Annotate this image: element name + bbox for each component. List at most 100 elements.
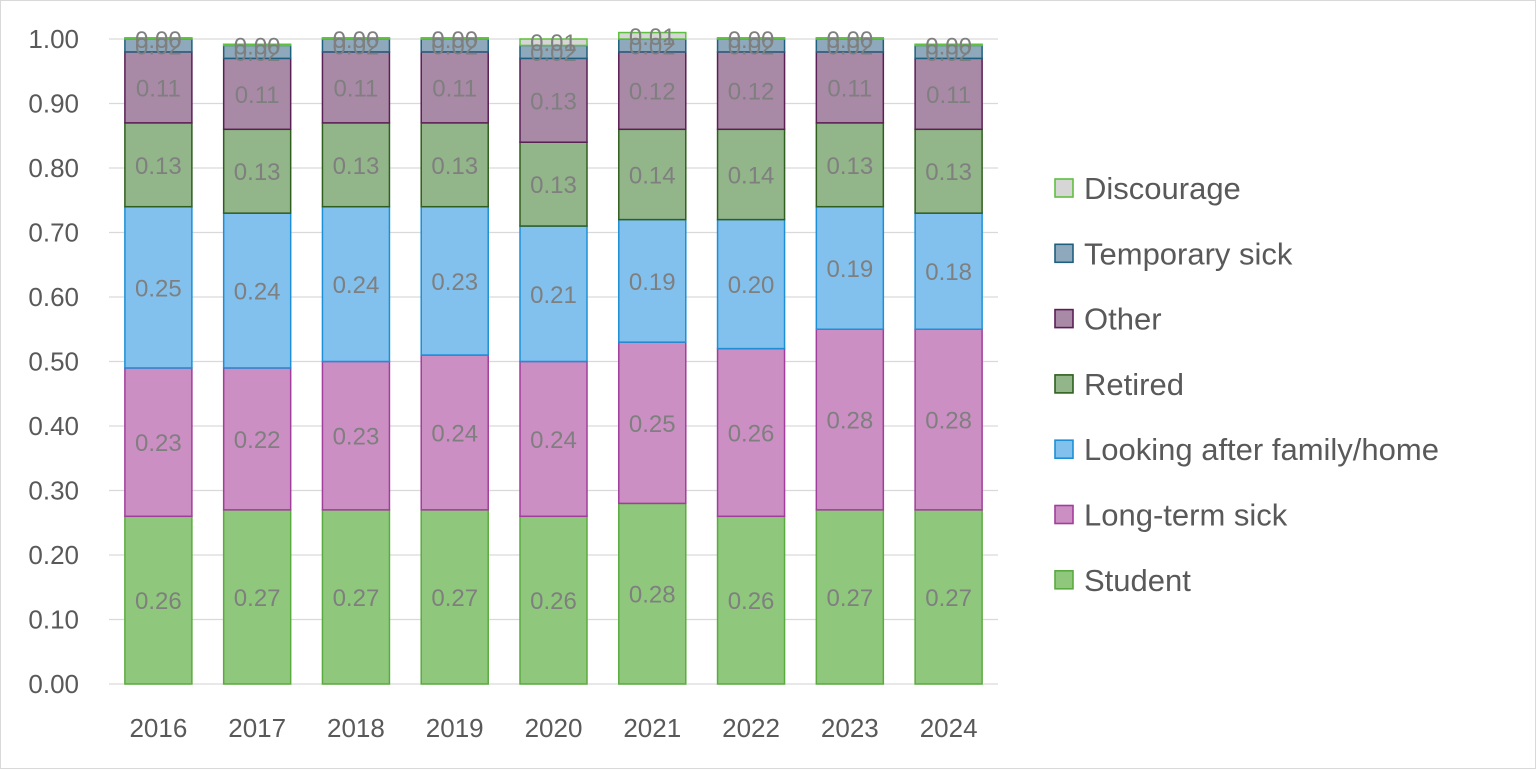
data-label: 0.11: [235, 82, 280, 109]
data-labels: 0.260.230.250.130.110.020.000.270.220.24…: [135, 24, 972, 615]
data-label: 0.27: [234, 585, 281, 612]
data-label: 0.18: [925, 259, 972, 286]
bar-segment: [124, 205, 193, 369]
data-label: 0.12: [728, 79, 775, 106]
data-label: 0.19: [629, 269, 676, 296]
data-label: 0.26: [135, 588, 182, 615]
y-tick-label: 0.80: [28, 153, 79, 183]
y-tick-label: 0.60: [28, 282, 79, 312]
data-label: 0.02: [135, 33, 182, 60]
bar-segment: [716, 515, 786, 685]
legend-label: Retired: [1084, 367, 1184, 402]
data-label: 0.26: [728, 420, 775, 447]
bar-segment: [321, 509, 391, 685]
bar-segment: [914, 57, 983, 131]
x-tick-label: 2018: [327, 713, 385, 743]
bar-segment: [420, 509, 489, 685]
bar-segment: [815, 205, 885, 330]
bar-segment: [914, 509, 983, 685]
bar-segment: [321, 122, 391, 208]
y-tick-label: 0.20: [28, 540, 79, 570]
data-label: 0.27: [925, 585, 972, 612]
bar-segment: [716, 218, 786, 350]
bar-segment: [815, 122, 885, 208]
data-label: 0.21: [530, 282, 577, 309]
data-label: 0.23: [135, 430, 182, 457]
data-label: 0.22: [234, 427, 281, 454]
data-label: 0.27: [333, 585, 380, 612]
bar-segment: [124, 515, 193, 685]
bar-segment: [124, 367, 193, 518]
y-tick-label: 0.40: [28, 411, 79, 441]
bar-segment: [222, 212, 292, 369]
data-label: 0.27: [431, 585, 478, 612]
bar-segment: [914, 328, 983, 511]
bar-segment: [519, 57, 588, 143]
data-label: 0.02: [431, 33, 478, 60]
data-label: 0.02: [629, 33, 676, 60]
data-label: 0.11: [432, 75, 477, 102]
x-tick-label: 2023: [821, 713, 879, 743]
data-label: 0.00: [728, 27, 775, 54]
bar-segment: [321, 360, 391, 511]
bar-segment: [519, 38, 588, 47]
bar-segment: [716, 347, 786, 518]
bar-segment: [618, 502, 687, 685]
y-tick-label: 0.00: [28, 669, 79, 699]
bar-segment: [124, 51, 193, 124]
bar-segment: [321, 205, 391, 363]
data-label: 0.02: [234, 40, 281, 67]
legend-swatch: [1054, 374, 1074, 394]
data-label: 0.13: [925, 159, 972, 186]
data-label: 0.24: [234, 279, 281, 306]
legend-swatch: [1054, 243, 1074, 264]
bars: [124, 31, 983, 685]
bar-segment: [420, 354, 489, 511]
y-tick-label: 0.50: [28, 347, 79, 377]
bar-segment: [222, 367, 292, 511]
data-label: 0.24: [431, 420, 478, 447]
data-label: 0.02: [826, 33, 873, 60]
x-tick-label: 2017: [228, 713, 286, 743]
bar-segment: [618, 341, 687, 505]
bar-segment: [222, 43, 292, 47]
bar-segment: [321, 37, 391, 40]
data-label: 0.24: [530, 427, 577, 454]
data-label: 0.11: [333, 75, 378, 102]
x-tick-label: 2022: [722, 713, 780, 743]
legend-swatch: [1054, 569, 1074, 590]
bar-segment: [618, 218, 687, 343]
data-label: 0.11: [136, 75, 181, 102]
data-label: 0.13: [333, 153, 380, 180]
y-tick-label: 0.10: [28, 605, 79, 635]
bar-segment: [815, 37, 885, 40]
legend-label: Looking after family/home: [1084, 432, 1439, 467]
bar-segment: [420, 122, 489, 208]
data-label: 0.26: [728, 588, 775, 615]
data-label: 0.12: [629, 79, 676, 106]
x-tick-label: 2020: [525, 713, 583, 743]
bar-segment: [815, 51, 885, 124]
y-tick-label: 1.00: [28, 24, 79, 54]
data-label: 0.00: [135, 27, 182, 54]
data-label: 0.23: [431, 269, 478, 296]
bar-segment: [716, 37, 786, 40]
data-label: 0.00: [333, 27, 380, 54]
legend-swatch: [1054, 308, 1074, 329]
bar-segment: [420, 37, 489, 40]
bar-segment: [519, 515, 588, 685]
data-label: 0.13: [135, 153, 182, 180]
y-tick-label: 0.90: [28, 89, 79, 119]
bar-segment: [222, 128, 292, 214]
data-label: 0.28: [826, 408, 873, 435]
data-label: 0.01: [530, 30, 577, 57]
bar-segment: [321, 51, 391, 124]
data-label: 0.13: [826, 153, 873, 180]
data-label: 0.02: [925, 40, 972, 67]
bar-segment: [618, 51, 687, 131]
bar-segment: [222, 509, 292, 685]
legend-label: Other: [1084, 302, 1162, 337]
legend-swatch: [1054, 178, 1074, 198]
data-label: 0.19: [826, 256, 873, 283]
bar-segment: [914, 43, 983, 47]
